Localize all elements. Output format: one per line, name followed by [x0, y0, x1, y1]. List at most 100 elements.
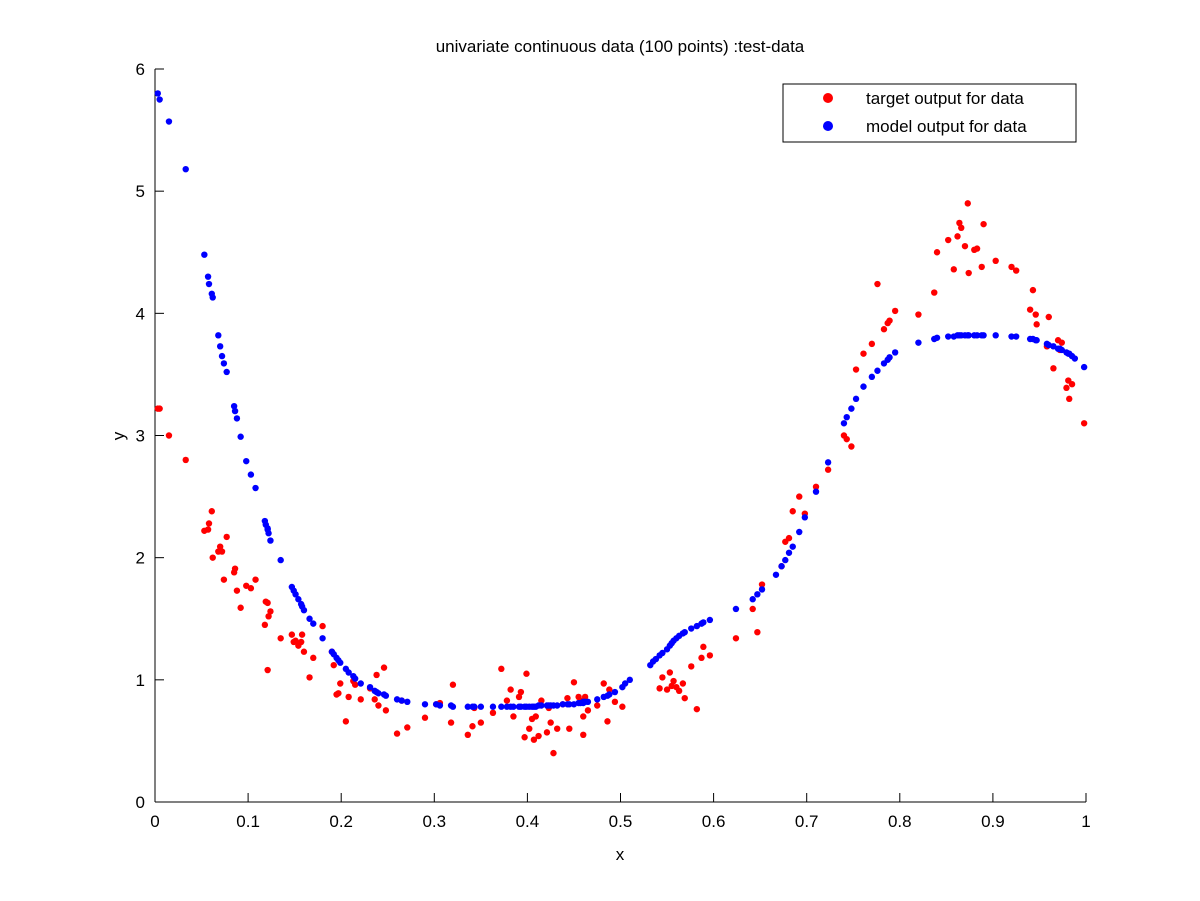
target-point: [1012, 267, 1020, 274]
model-point: [886, 354, 893, 361]
target-point: [357, 696, 364, 703]
target-point: [978, 263, 985, 271]
target-point: [789, 508, 796, 515]
model-point: [796, 528, 803, 536]
target-point: [351, 681, 359, 688]
target-point: [580, 713, 587, 720]
model-point: [973, 332, 981, 339]
target-point: [233, 587, 241, 594]
target-point: [581, 693, 589, 701]
target-point: [277, 635, 284, 642]
plot-frame: [155, 69, 1086, 802]
model-point: [300, 606, 308, 614]
target-point: [1080, 420, 1088, 427]
target-point: [564, 694, 571, 702]
target-point: [208, 508, 215, 515]
target-point: [848, 443, 855, 450]
target-point: [292, 637, 299, 644]
target-point: [547, 719, 554, 726]
target-point: [666, 669, 674, 676]
model-point: [292, 591, 299, 598]
target-point: [264, 599, 271, 607]
target-point: [1058, 339, 1065, 346]
target-point: [860, 350, 867, 357]
legend-box: [782, 83, 1077, 143]
plot-area: [155, 69, 1086, 802]
target-point: [681, 694, 688, 702]
legend-label-model: model output for data: [866, 117, 1027, 136]
model-point: [265, 530, 272, 537]
model-point: [754, 591, 761, 598]
target-point: [732, 635, 740, 642]
target-point: [507, 686, 514, 693]
model-point: [357, 680, 364, 687]
model-point: [848, 405, 855, 412]
model-point: [778, 563, 785, 570]
target-point: [218, 548, 226, 555]
target-point: [1033, 321, 1040, 328]
target-point: [956, 219, 963, 227]
target-point: [964, 200, 971, 207]
target-point: [611, 698, 619, 706]
model-point: [201, 251, 208, 258]
model-point: [611, 688, 619, 696]
model-point: [801, 514, 809, 521]
series-model: [154, 90, 1088, 710]
model-point: [351, 675, 359, 682]
target-point: [205, 520, 213, 527]
y-tick-label: 1: [136, 671, 145, 690]
y-tick-label: 3: [136, 427, 145, 446]
x-tick-label: 0.1: [236, 812, 260, 831]
x-tick-label: 0.5: [609, 812, 633, 831]
model-point: [1012, 333, 1020, 340]
target-point: [231, 565, 239, 572]
model-point: [891, 349, 899, 356]
target-point: [337, 680, 344, 687]
model-point: [510, 703, 517, 710]
model-point: [772, 571, 780, 578]
target-point: [300, 648, 308, 655]
target-point: [204, 526, 212, 533]
target-point: [758, 581, 766, 588]
target-point: [382, 707, 390, 714]
model-point: [449, 703, 457, 710]
target-point: [1029, 286, 1037, 294]
legend-label-target: target output for data: [866, 89, 1024, 108]
model-point: [223, 368, 230, 376]
model-point: [606, 691, 613, 698]
target-point: [380, 664, 388, 671]
target-point: [700, 643, 707, 651]
legend: target output for data model output for …: [782, 83, 1077, 143]
target-point: [570, 679, 578, 686]
model-point: [345, 669, 352, 676]
model-point: [621, 680, 629, 687]
model-point: [1008, 333, 1015, 340]
y-tick-label: 0: [136, 793, 145, 812]
target-point: [288, 631, 296, 638]
target-point: [247, 585, 255, 592]
model-point: [782, 556, 789, 564]
model-point: [553, 702, 561, 709]
target-point: [319, 622, 326, 630]
model-point: [933, 334, 941, 341]
model-point: [375, 690, 382, 697]
model-point: [215, 332, 222, 339]
model-point: [337, 659, 344, 666]
target-point: [521, 734, 528, 741]
target-point: [580, 731, 587, 739]
target-point: [679, 680, 687, 687]
model-point: [594, 696, 601, 703]
model-point: [204, 273, 212, 280]
target-point: [965, 269, 972, 277]
model-point: [233, 415, 241, 422]
model-point: [489, 703, 497, 710]
target-point: [306, 674, 313, 681]
target-point: [297, 638, 305, 646]
target-point: [373, 671, 380, 679]
target-point: [517, 688, 525, 696]
target-point: [469, 723, 476, 730]
model-point: [243, 457, 250, 465]
target-point: [566, 725, 573, 732]
target-point: [464, 731, 472, 739]
model-point: [366, 683, 374, 691]
